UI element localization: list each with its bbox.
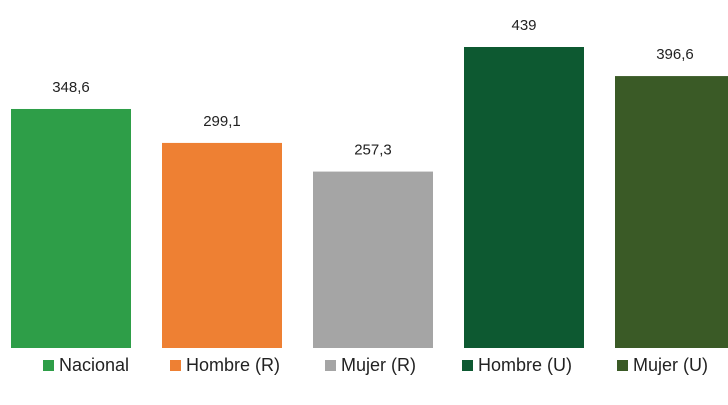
legend-label: Hombre (U): [478, 354, 573, 375]
data-label-nacional: 348,6: [52, 79, 90, 96]
legend-swatch: [43, 359, 54, 371]
data-label-mujer-r: 257,3: [354, 142, 392, 159]
legend-item-mujer-u: Mujer (U): [617, 350, 708, 380]
bar-hombre-u: [464, 47, 584, 348]
bar-mujer-r: [313, 171, 433, 348]
legend-item-mujer-r: Mujer (R): [325, 350, 416, 380]
bar-nacional: [11, 108, 131, 348]
legend-item-hombre-r: Hombre (R): [170, 350, 280, 380]
bar-mujer-u: [615, 76, 728, 348]
legend-swatch: [170, 359, 181, 371]
legend-label: Mujer (U): [633, 354, 708, 375]
data-label-hombre-r: 299,1: [203, 113, 241, 130]
data-label-hombre-u: 439: [511, 17, 536, 34]
legend-label: Nacional: [59, 354, 130, 375]
legend-swatch: [617, 359, 628, 371]
legend: Nacional Hombre (R) Mujer (R) Hombre (U)…: [0, 350, 728, 380]
data-label-mujer-u: 396,6: [656, 46, 694, 63]
legend-item-hombre-u: Hombre (U): [462, 350, 572, 380]
legend-swatch: [462, 359, 473, 371]
bar-hombre-r: [162, 142, 282, 348]
legend-label: Mujer (R): [341, 354, 416, 375]
legend-item-nacional: Nacional: [43, 350, 129, 380]
legend-swatch: [325, 359, 336, 371]
legend-label: Hombre (R): [186, 354, 281, 375]
data-labels: 348,6 299,1 257,3 439 396,6: [52, 17, 694, 159]
bars: [11, 47, 728, 348]
